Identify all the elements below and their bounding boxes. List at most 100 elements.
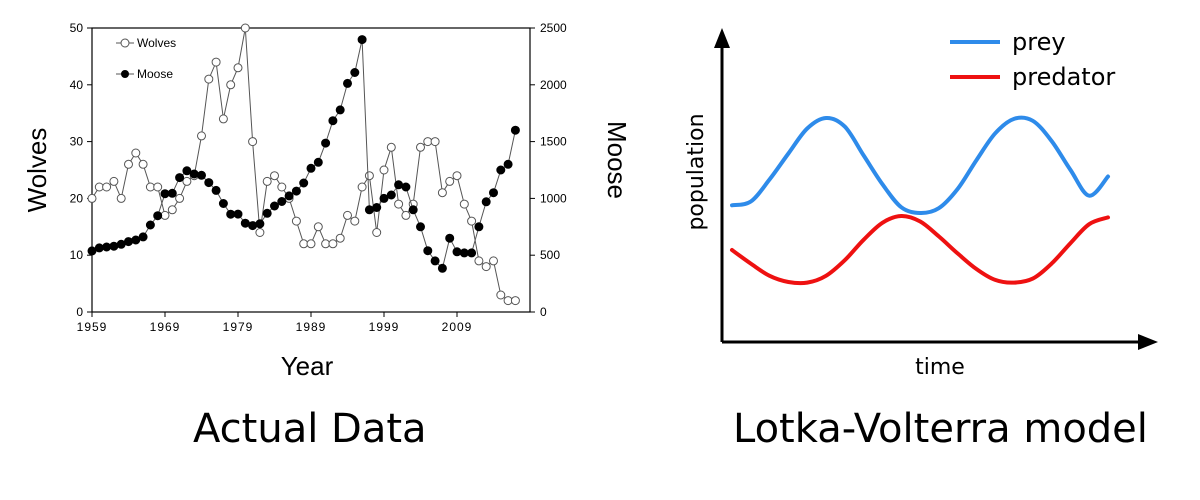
- data-point-wolves: [233, 63, 243, 73]
- data-point-wolves: [167, 205, 177, 215]
- wolves-moose-chart: 1959 1969 1979 1989 1999 2009 0 10 20 30 40 50 0 50…: [22, 21, 632, 381]
- data-point-moose: [328, 116, 338, 126]
- x-tick-label: 2009: [442, 320, 473, 334]
- data-point-moose: [167, 188, 177, 198]
- x-axis-arrowhead: [1138, 334, 1158, 350]
- series-line-prey: [730, 115, 1110, 216]
- y-tick-label-left: 30: [70, 135, 84, 149]
- data-point-moose: [408, 205, 418, 215]
- x-tick-label: 1969: [150, 320, 181, 334]
- legend-wolves-marker: [120, 38, 130, 48]
- data-point-wolves: [467, 216, 477, 226]
- y-tick-label-right: 1000: [540, 191, 567, 205]
- data-point-wolves: [496, 290, 506, 300]
- data-point-moose: [175, 173, 185, 183]
- y-axis-label-right: Moose: [602, 121, 632, 199]
- data-point-wolves: [423, 137, 433, 147]
- data-point-wolves: [306, 239, 316, 249]
- y-tick-label-left: 10: [70, 248, 84, 262]
- data-point-wolves: [277, 182, 287, 192]
- data-point-wolves: [328, 239, 338, 249]
- data-point-wolves: [218, 114, 228, 124]
- data-point-wolves: [240, 23, 250, 33]
- y-tick-label-left: 50: [70, 21, 84, 35]
- data-point-wolves: [510, 296, 520, 306]
- data-point-moose: [313, 157, 323, 167]
- data-point-moose: [255, 219, 265, 229]
- y-axis-ticks-left: 0 10 20 30 40 50: [70, 21, 92, 319]
- data-point-moose: [102, 242, 112, 252]
- lotka-volterra-chart: time population prey predator: [684, 28, 1158, 380]
- data-point-wolves: [197, 131, 206, 141]
- data-point-wolves: [350, 216, 360, 226]
- data-point-moose: [226, 209, 236, 219]
- data-point-moose: [423, 246, 433, 256]
- data-point-moose: [109, 241, 119, 251]
- data-point-moose: [350, 68, 360, 77]
- series-group: [730, 115, 1110, 286]
- data-point-moose: [291, 186, 301, 196]
- data-point-moose: [474, 222, 484, 232]
- data-point-moose: [467, 248, 477, 258]
- y-tick-label-right: 500: [540, 248, 560, 262]
- x-tick-label: 1979: [223, 320, 254, 334]
- data-point-wolves: [255, 228, 265, 237]
- legend-moose-label: Moose: [137, 67, 173, 81]
- y-tick-label-right: 2000: [540, 78, 567, 92]
- data-point-moose: [116, 239, 126, 249]
- y-tick-label-left: 40: [70, 78, 84, 92]
- data-point-wolves: [313, 222, 323, 232]
- data-point-wolves: [131, 148, 141, 158]
- data-point-wolves: [211, 57, 221, 67]
- data-point-moose: [233, 209, 243, 219]
- data-point-moose: [262, 208, 272, 218]
- data-point-moose: [386, 190, 396, 200]
- data-point-wolves: [430, 137, 440, 147]
- data-point-moose: [211, 185, 221, 195]
- data-point-wolves: [343, 210, 352, 220]
- data-point-moose: [379, 193, 389, 203]
- data-point-moose: [343, 78, 352, 88]
- data-point-moose: [87, 246, 97, 256]
- series-group: [87, 23, 520, 306]
- data-point-wolves: [379, 165, 389, 175]
- data-point-moose: [496, 165, 506, 175]
- data-point-moose: [189, 169, 199, 179]
- series-line-predator: [730, 213, 1110, 286]
- y-tick-label-right: 2500: [540, 21, 567, 35]
- data-point-wolves: [291, 216, 301, 226]
- data-point-moose: [503, 159, 513, 169]
- data-point-wolves: [386, 142, 396, 152]
- data-point-moose: [197, 170, 206, 180]
- data-point-wolves: [160, 210, 170, 220]
- legend: prey predator: [950, 28, 1115, 91]
- data-point-wolves: [226, 80, 236, 90]
- data-point-moose: [416, 222, 425, 232]
- data-point-wolves: [474, 256, 484, 266]
- data-point-moose: [489, 188, 498, 198]
- data-point-wolves: [109, 176, 119, 186]
- data-point-moose: [299, 178, 309, 188]
- y-tick-label-left: 20: [70, 191, 84, 205]
- data-point-moose: [145, 220, 155, 230]
- data-point-moose: [481, 197, 491, 207]
- y-axis-label-left: Wolves: [22, 128, 52, 213]
- data-point-moose: [401, 182, 411, 192]
- data-point-wolves: [102, 182, 112, 192]
- caption-lotka-volterra-model: Lotka-Volterra model: [733, 406, 1148, 452]
- data-point-moose: [131, 235, 141, 245]
- data-point-wolves: [416, 142, 425, 152]
- data-point-wolves: [124, 159, 133, 169]
- data-point-moose: [218, 199, 228, 208]
- data-point-wolves: [335, 233, 345, 243]
- x-tick-label: 1999: [369, 320, 400, 334]
- data-point-wolves: [87, 193, 97, 203]
- data-point-wolves: [270, 171, 279, 181]
- data-point-moose: [364, 205, 374, 215]
- y-tick-label-right: 1500: [540, 135, 567, 149]
- data-point-wolves: [364, 171, 374, 181]
- data-point-wolves: [481, 262, 491, 272]
- data-point-moose: [153, 211, 163, 221]
- data-point-moose: [240, 218, 250, 228]
- y-tick-label-left: 0: [76, 305, 83, 319]
